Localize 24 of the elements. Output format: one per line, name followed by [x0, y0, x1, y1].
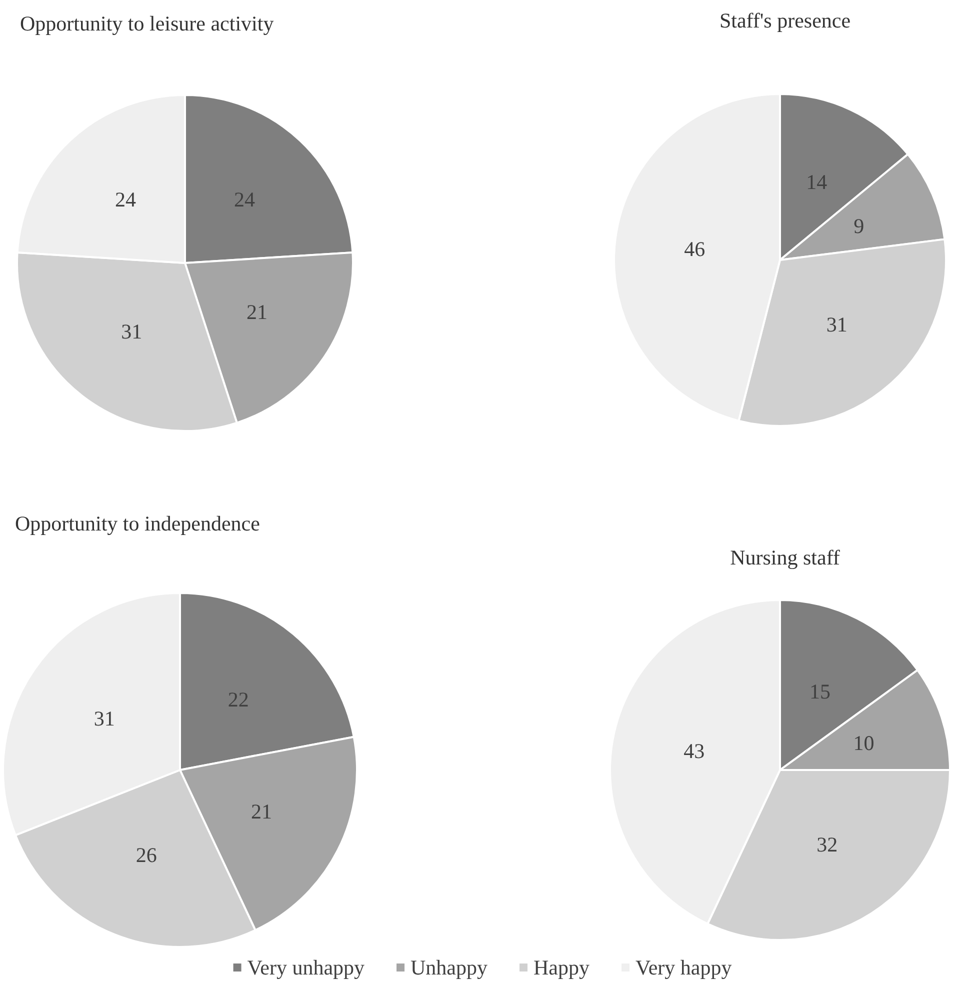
- legend-label: Unhappy: [410, 956, 488, 980]
- data-label: 31: [121, 320, 142, 344]
- data-label: 46: [684, 237, 706, 262]
- data-label: 9: [854, 214, 864, 238]
- data-label: 21: [251, 800, 272, 824]
- chart-title: Opportunity to leisure activity: [20, 12, 274, 36]
- data-label: 31: [94, 706, 115, 731]
- chart-title: Nursing staff: [730, 546, 840, 570]
- data-label: 15: [809, 680, 830, 704]
- chart-title: Staff's presence: [719, 8, 851, 32]
- data-label: 32: [816, 832, 838, 856]
- data-label: 14: [806, 170, 828, 194]
- legend-label: Happy: [534, 956, 590, 980]
- chart-title: Opportunity to independence: [15, 512, 260, 536]
- data-label: 22: [228, 688, 249, 712]
- data-label: 21: [246, 300, 268, 324]
- data-label: 31: [826, 312, 848, 337]
- data-label: 43: [684, 738, 705, 763]
- data-label: 24: [114, 188, 136, 212]
- legend-label: Very unhappy: [247, 956, 366, 980]
- data-label: 26: [136, 843, 157, 868]
- data-label: 10: [853, 730, 874, 755]
- legend-label: Very happy: [635, 956, 732, 980]
- data-label: 24: [234, 188, 256, 212]
